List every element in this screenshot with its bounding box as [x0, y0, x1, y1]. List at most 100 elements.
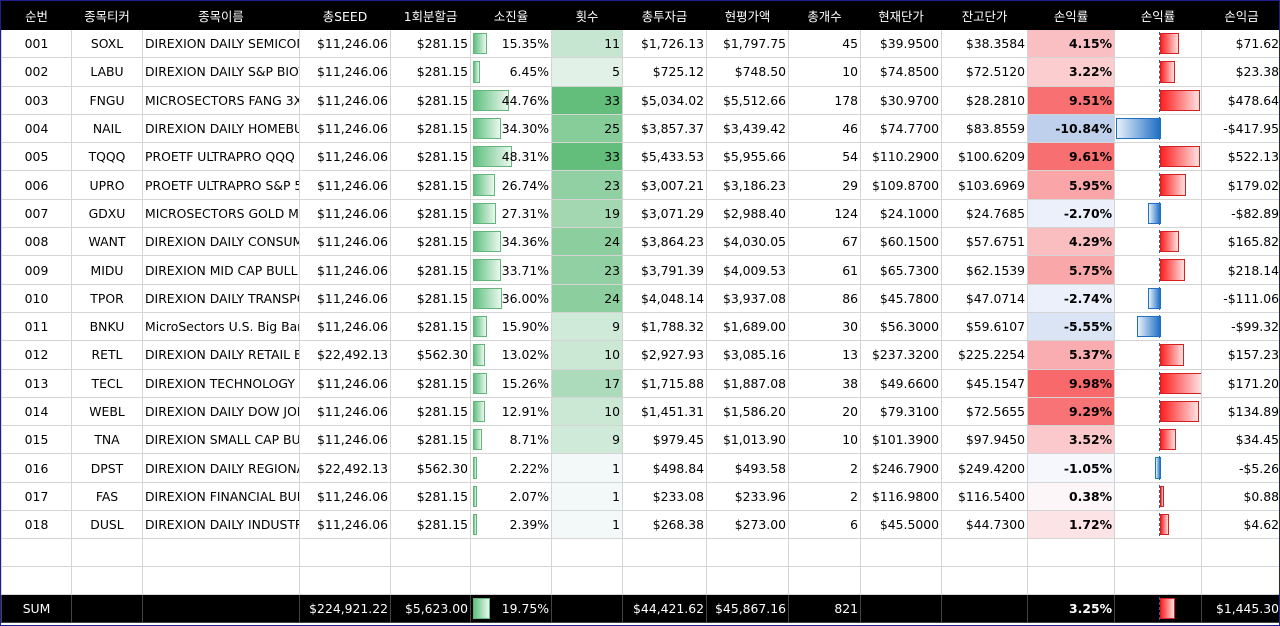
seed-cell[interactable]: $11,246.06	[299, 255, 391, 285]
value-cell[interactable]: $748.50	[706, 57, 789, 87]
price-cell[interactable]: $56.3000	[860, 311, 942, 342]
pl-bar-cell[interactable]	[1114, 340, 1202, 370]
price-cell[interactable]: $39.9500	[860, 28, 942, 59]
price-cell[interactable]: $109.8700	[860, 170, 942, 200]
pl-amount-cell[interactable]: -$99.32	[1201, 311, 1279, 342]
sum-empty-cell[interactable]	[941, 594, 1028, 624]
empty-cell[interactable]	[1, 566, 72, 596]
qty-cell[interactable]: 178	[788, 85, 861, 115]
ticker-cell[interactable]: NAIL	[71, 113, 143, 144]
burn-cell[interactable]: 36.00%	[470, 283, 552, 313]
seed-cell[interactable]: $11,246.06	[299, 142, 391, 172]
pl-bar-cell[interactable]	[1114, 311, 1202, 342]
row-no[interactable]: 017	[1, 481, 72, 512]
pl-bar-cell[interactable]	[1114, 425, 1202, 455]
price-cell[interactable]: $110.2900	[860, 142, 942, 172]
pl-rate-cell[interactable]: 1.72%	[1027, 510, 1115, 540]
sum-empty-cell[interactable]	[142, 594, 300, 624]
invest-cell[interactable]: $1,715.88	[622, 368, 707, 398]
empty-cell[interactable]	[71, 538, 143, 568]
unit-cell[interactable]: $281.15	[390, 283, 471, 313]
col-header-count[interactable]: 횟수	[551, 1, 623, 30]
sum-empty-cell[interactable]	[551, 594, 623, 624]
sum-seed[interactable]: $224,921.22	[299, 594, 391, 624]
avg-cell[interactable]: $116.5400	[941, 481, 1028, 512]
empty-cell[interactable]	[788, 566, 861, 596]
seed-cell[interactable]: $11,246.06	[299, 368, 391, 398]
unit-cell[interactable]: $562.30	[390, 453, 471, 483]
pl-amount-cell[interactable]: $165.82	[1201, 227, 1279, 257]
pl-amount-cell[interactable]: $522.13	[1201, 142, 1279, 172]
col-header-unit[interactable]: 1회분할금	[390, 1, 471, 30]
sum-unit[interactable]: $5,623.00	[390, 594, 471, 624]
unit-cell[interactable]: $281.15	[390, 198, 471, 229]
value-cell[interactable]: $4,009.53	[706, 255, 789, 285]
pl-amount-cell[interactable]: $34.45	[1201, 425, 1279, 455]
invest-cell[interactable]: $1,788.32	[622, 311, 707, 342]
name-cell[interactable]: DIREXION DAILY HOMEBUILDERS	[142, 113, 300, 144]
value-cell[interactable]: $1,887.08	[706, 368, 789, 398]
count-cell[interactable]: 1	[551, 481, 623, 512]
pl-rate-cell[interactable]: 4.29%	[1027, 227, 1115, 257]
ticker-cell[interactable]: UPRO	[71, 170, 143, 200]
pl-rate-cell[interactable]: 9.98%	[1027, 368, 1115, 398]
unit-cell[interactable]: $281.15	[390, 227, 471, 257]
name-cell[interactable]: MICROSECTORS FANG 3X	[142, 85, 300, 115]
seed-cell[interactable]: $11,246.06	[299, 170, 391, 200]
count-cell[interactable]: 1	[551, 510, 623, 540]
pl-bar-cell[interactable]	[1114, 227, 1202, 257]
pl-bar-cell[interactable]	[1114, 283, 1202, 313]
ticker-cell[interactable]: FNGU	[71, 85, 143, 115]
row-no[interactable]: 004	[1, 113, 72, 144]
unit-cell[interactable]: $281.15	[390, 57, 471, 87]
pl-bar-cell[interactable]	[1114, 396, 1202, 427]
row-no[interactable]: 010	[1, 283, 72, 313]
col-header-burn[interactable]: 소진율	[470, 1, 552, 30]
row-no[interactable]: 008	[1, 227, 72, 257]
price-cell[interactable]: $74.7700	[860, 113, 942, 144]
col-header-no[interactable]: 순번	[1, 1, 72, 30]
value-cell[interactable]: $1,586.20	[706, 396, 789, 427]
value-cell[interactable]: $2,988.40	[706, 198, 789, 229]
seed-cell[interactable]: $11,246.06	[299, 227, 391, 257]
burn-cell[interactable]: 33.71%	[470, 255, 552, 285]
burn-cell[interactable]: 2.07%	[470, 481, 552, 512]
ticker-cell[interactable]: LABU	[71, 57, 143, 87]
empty-cell[interactable]	[860, 566, 942, 596]
count-cell[interactable]: 24	[551, 227, 623, 257]
col-header-pl-rate[interactable]: 손익률	[1027, 1, 1115, 30]
value-cell[interactable]: $3,439.42	[706, 113, 789, 144]
burn-cell[interactable]: 44.76%	[470, 85, 552, 115]
count-cell[interactable]: 5	[551, 57, 623, 87]
value-cell[interactable]: $273.00	[706, 510, 789, 540]
seed-cell[interactable]: $11,246.06	[299, 198, 391, 229]
pl-amount-cell[interactable]: $218.14	[1201, 255, 1279, 285]
ticker-cell[interactable]: BNKU	[71, 311, 143, 342]
pl-bar-cell[interactable]	[1114, 170, 1202, 200]
pl-rate-cell[interactable]: 9.61%	[1027, 142, 1115, 172]
pl-amount-cell[interactable]: $23.38	[1201, 57, 1279, 87]
ticker-cell[interactable]: MIDU	[71, 255, 143, 285]
count-cell[interactable]: 23	[551, 255, 623, 285]
price-cell[interactable]: $237.3200	[860, 340, 942, 370]
pl-amount-cell[interactable]: -$417.95	[1201, 113, 1279, 144]
qty-cell[interactable]: 46	[788, 113, 861, 144]
pl-amount-cell[interactable]: $0.88	[1201, 481, 1279, 512]
col-header-name[interactable]: 종목이름	[142, 1, 300, 30]
burn-cell[interactable]: 15.90%	[470, 311, 552, 342]
ticker-cell[interactable]: DUSL	[71, 510, 143, 540]
empty-cell[interactable]	[551, 566, 623, 596]
row-no[interactable]: 018	[1, 510, 72, 540]
burn-cell[interactable]: 12.91%	[470, 396, 552, 427]
pl-amount-cell[interactable]: $171.20	[1201, 368, 1279, 398]
value-cell[interactable]: $493.58	[706, 453, 789, 483]
price-cell[interactable]: $65.7300	[860, 255, 942, 285]
seed-cell[interactable]: $11,246.06	[299, 510, 391, 540]
unit-cell[interactable]: $281.15	[390, 425, 471, 455]
pl-rate-cell[interactable]: 0.38%	[1027, 481, 1115, 512]
empty-cell[interactable]	[470, 566, 552, 596]
value-cell[interactable]: $5,512.66	[706, 85, 789, 115]
col-header-pl-bar[interactable]: 손익률	[1114, 1, 1202, 30]
qty-cell[interactable]: 54	[788, 142, 861, 172]
price-cell[interactable]: $74.8500	[860, 57, 942, 87]
